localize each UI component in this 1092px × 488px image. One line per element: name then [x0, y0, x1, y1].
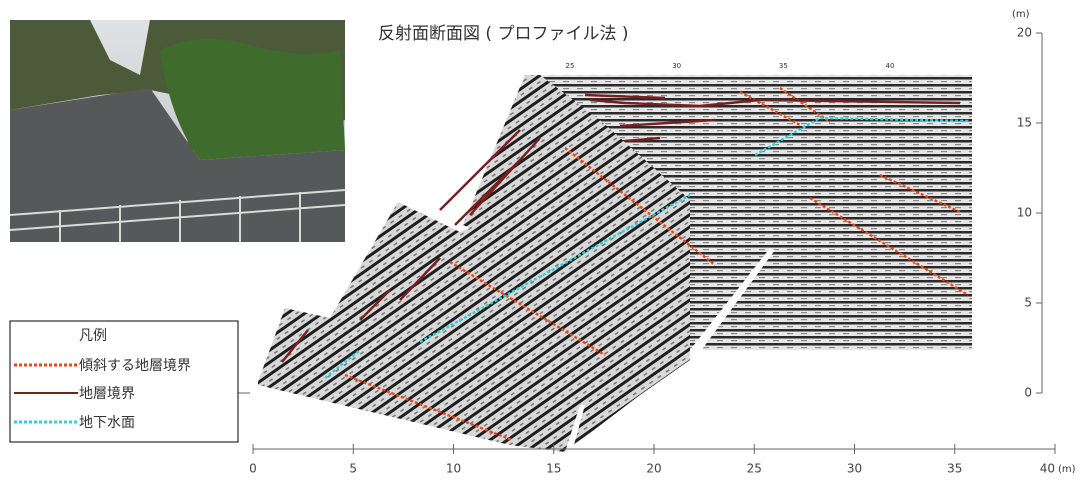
- radargram: [258, 75, 972, 452]
- y-axis: 0 5 10 15 20: [1017, 26, 1043, 400]
- legend: 凡例 傾斜する地層境界 地層境界 地下水面: [9, 320, 239, 443]
- profile-tick-label: 40: [886, 62, 895, 70]
- y-tick-label: 20: [1017, 26, 1032, 40]
- x-tick-label: 0: [249, 462, 257, 476]
- x-tick-label: 35: [947, 462, 962, 476]
- site-photo: [9, 20, 346, 242]
- profile-ticks: 25 30 35 40: [566, 62, 895, 70]
- y-tick-label: 5: [1024, 296, 1032, 310]
- x-tick-label: 30: [847, 462, 862, 476]
- x-axis: 0 5 10 15 20 25 30 35 40: [249, 444, 1056, 476]
- x-tick-label: 15: [546, 462, 561, 476]
- y-tick-label: 15: [1017, 116, 1032, 130]
- y-tick-label: 0: [1024, 386, 1032, 400]
- profile-tick-label: 25: [566, 62, 575, 70]
- profile-tick-label: 30: [672, 62, 681, 70]
- x-tick-label: 40: [1040, 462, 1055, 476]
- legend-title: 凡例: [79, 328, 107, 344]
- y-unit: (m): [1012, 9, 1030, 20]
- profile-tick-label: 35: [779, 62, 788, 70]
- x-tick-label: 10: [446, 462, 461, 476]
- legend-item: 地下水面: [79, 415, 135, 431]
- x-tick-label: 20: [646, 462, 661, 476]
- title: 反射面断面図 ( プロファイル法 ): [378, 24, 628, 44]
- x-unit: (m): [1058, 464, 1076, 475]
- x-tick-label: 5: [349, 462, 357, 476]
- interpretation: [281, 87, 971, 442]
- legend-item: 地層境界: [79, 386, 135, 402]
- x-tick-label: 25: [747, 462, 762, 476]
- y-tick-label: 10: [1017, 206, 1032, 220]
- legend-item: 傾斜する地層境界: [79, 358, 191, 374]
